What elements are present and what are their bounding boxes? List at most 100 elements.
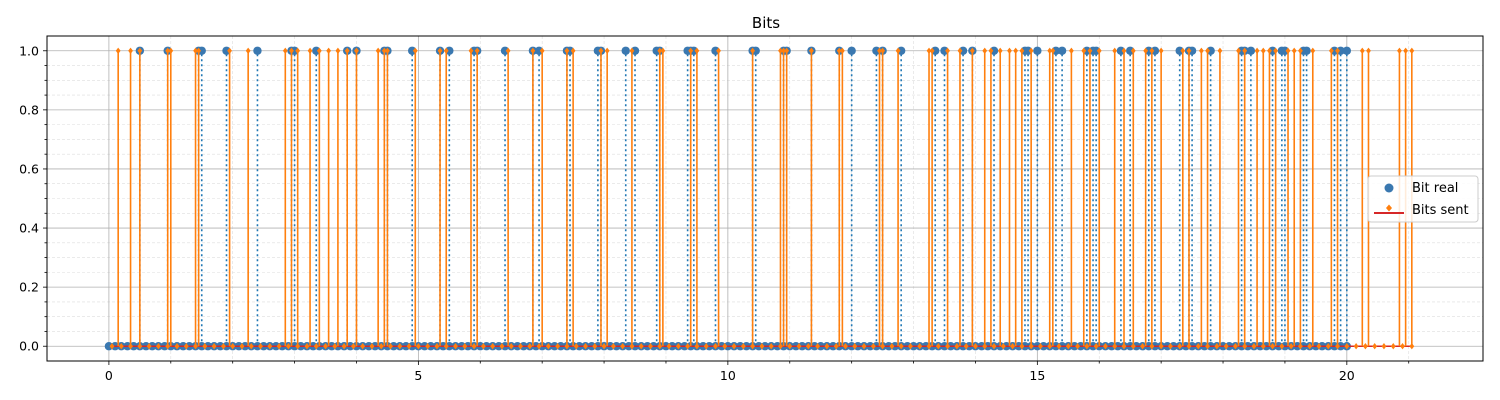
point-bit-real: [896, 46, 906, 55]
point-bit-real: [1246, 46, 1256, 55]
point-bit-real: [500, 46, 510, 55]
point-bits-sent: [889, 343, 895, 350]
point-bits-sent: [289, 47, 294, 54]
point-bits-sent: [564, 343, 570, 350]
point-bits-sent: [221, 343, 226, 350]
point-bits-sent: [935, 343, 941, 350]
point-bits-sent: [852, 343, 858, 350]
point-bits-sent: [156, 343, 161, 350]
point-bits-sent: [982, 343, 988, 350]
point-bits-sent: [530, 47, 536, 54]
point-bits-sent: [412, 47, 418, 54]
point-bits-sent: [1325, 343, 1331, 350]
point-bits-sent: [1344, 343, 1350, 350]
point-bits-sent: [1093, 343, 1099, 350]
point-bits-sent: [1087, 47, 1093, 54]
y-tick-label: 0.4: [19, 221, 39, 236]
point-bits-sent: [1028, 343, 1034, 350]
point-bits-sent: [443, 343, 449, 350]
point-bits-sent: [713, 343, 718, 350]
point-bit-real: [1342, 46, 1352, 55]
point-bits-sent: [1068, 47, 1074, 54]
point-bits-sent: [895, 47, 901, 54]
point-bits-sent: [1298, 47, 1303, 54]
point-bits-sent: [945, 47, 950, 54]
point-bits-sent: [573, 343, 579, 350]
point-bits-sent: [880, 47, 886, 54]
point-bits-sent: [1000, 343, 1006, 350]
point-bit-real: [565, 46, 575, 55]
point-bits-sent: [1381, 343, 1387, 350]
y-tick-label: 0.2: [19, 280, 39, 295]
point-bit-real: [958, 46, 968, 55]
point-bits-sent: [836, 47, 842, 54]
point-bit-real: [931, 46, 940, 55]
point-bits-sent: [555, 343, 561, 350]
point-bits-sent: [1158, 343, 1164, 350]
point-bit-real: [1057, 46, 1067, 55]
point-bits-sent: [360, 343, 366, 350]
point-bits-sent: [1130, 343, 1136, 350]
point-bits-sent: [839, 47, 845, 54]
point-bits-sent: [1180, 47, 1186, 54]
point-bits-sent: [1007, 47, 1012, 54]
point-bits-sent: [480, 343, 486, 350]
point-bits-sent: [957, 47, 963, 54]
point-bit-real: [1280, 46, 1290, 55]
point-bits-sent: [1260, 47, 1266, 54]
point-bits-sent: [898, 343, 904, 350]
point-bits-sent: [211, 343, 217, 350]
point-bits-sent: [508, 343, 514, 350]
point-bits-sent: [570, 47, 576, 54]
x-tick-label: 0: [105, 368, 113, 383]
point-bits-sent: [341, 343, 347, 350]
point-bit-real: [197, 46, 206, 55]
point-bits-sent: [598, 47, 604, 54]
point-bits-sent: [128, 343, 133, 350]
point-bits-sent: [694, 47, 700, 54]
y-axis: 0.0 0.2 0.4 0.6 0.8 1.0: [19, 43, 47, 354]
point-bits-sent: [1307, 343, 1313, 350]
point-bits-sent: [536, 343, 542, 350]
point-bits-sent: [1112, 47, 1118, 54]
point-bits-sent: [604, 47, 610, 54]
point-bits-sent: [258, 343, 263, 350]
point-bits-sent: [731, 343, 737, 350]
point-bit-real: [222, 46, 231, 55]
point-bits-sent: [118, 343, 124, 350]
point-bits-sent: [230, 343, 236, 350]
point-bits-sent: [1353, 343, 1359, 350]
point-bits-sent: [815, 343, 821, 350]
point-bits-sent: [954, 343, 960, 350]
point-bit-real: [1330, 46, 1339, 55]
point-bits-sent: [997, 47, 1003, 54]
point-bit-real: [253, 46, 262, 55]
point-bits-sent: [1121, 47, 1127, 54]
point-bits-sent: [202, 343, 208, 350]
point-bits-sent: [861, 343, 867, 350]
point-bits-sent: [1254, 47, 1260, 54]
point-bits-sent: [824, 343, 830, 350]
point-bits-sent: [1130, 47, 1136, 54]
point-bits-sent: [675, 343, 681, 350]
point-bit-real: [872, 46, 881, 55]
point-bits-sent: [474, 47, 480, 54]
point-bits-sent: [1298, 343, 1303, 350]
point-bits-sent: [1214, 343, 1220, 350]
point-bits-sent: [1409, 343, 1415, 350]
point-bits-sent: [1217, 47, 1223, 54]
point-bits-sent: [344, 47, 350, 54]
point-bits-sent: [1285, 47, 1291, 54]
point-bit-real: [1033, 46, 1042, 55]
point-bits-sent: [313, 343, 319, 350]
point-bits-sent: [694, 343, 700, 350]
point-bits-sent: [1335, 343, 1340, 350]
point-bits-sent: [648, 343, 653, 350]
point-bits-sent: [740, 343, 746, 350]
point-bits-sent: [388, 343, 393, 350]
point-bits-sent: [285, 343, 291, 350]
plot-area: [104, 46, 1415, 351]
point-bits-sent: [638, 343, 644, 350]
point-bits-sent: [1050, 47, 1056, 54]
